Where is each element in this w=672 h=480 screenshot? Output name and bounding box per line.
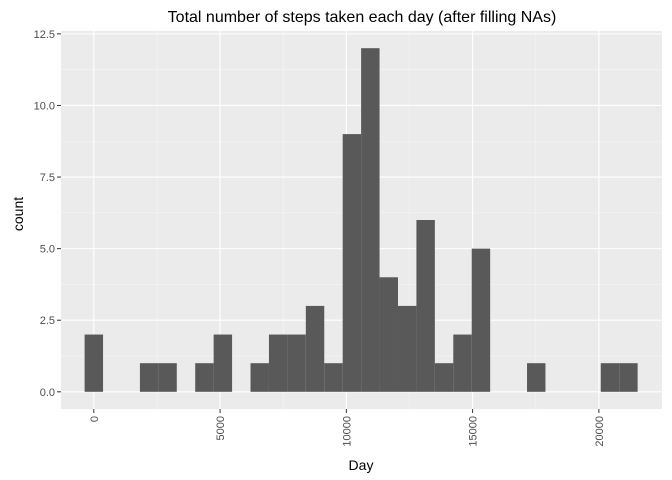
histogram-bar bbox=[416, 220, 435, 392]
x-axis: 0 5000 10000 15000 20000 bbox=[89, 409, 606, 447]
y-tick-label: 5.0 bbox=[40, 244, 55, 256]
histogram-bar bbox=[84, 334, 104, 392]
x-tick-label: 15000 bbox=[468, 416, 480, 447]
histogram-bar bbox=[324, 363, 343, 392]
y-tick-label: 7.5 bbox=[40, 172, 55, 184]
x-tick-label: 10000 bbox=[341, 416, 353, 447]
histogram-bar bbox=[619, 363, 638, 392]
histogram-bar bbox=[600, 363, 620, 392]
histogram-bar bbox=[213, 334, 233, 392]
histogram-bars bbox=[84, 48, 638, 392]
y-tick-label: 2.5 bbox=[40, 315, 55, 327]
histogram-bar bbox=[379, 277, 398, 392]
histogram-bar bbox=[139, 363, 159, 392]
y-tick-label: 12.5 bbox=[34, 29, 55, 41]
histogram-bar bbox=[305, 305, 325, 392]
histogram-bar bbox=[195, 363, 214, 392]
histogram-bar bbox=[361, 48, 380, 392]
x-tick-label: 20000 bbox=[594, 416, 606, 447]
y-axis-title: count bbox=[10, 197, 26, 231]
histogram-bar bbox=[453, 334, 472, 392]
histogram-bar bbox=[342, 134, 362, 392]
histogram-bar bbox=[527, 363, 546, 392]
y-axis: 0.0 2.5 5.0 7.5 10.0 12.5 bbox=[34, 29, 61, 399]
histogram-bar bbox=[471, 248, 491, 392]
histogram-bar bbox=[287, 334, 306, 392]
histogram-bar bbox=[397, 305, 417, 392]
histogram-bar bbox=[158, 363, 177, 392]
y-tick-label: 10.0 bbox=[34, 100, 55, 112]
x-axis-title: Day bbox=[349, 457, 374, 473]
histogram-bar bbox=[434, 363, 454, 392]
x-tick-label: 5000 bbox=[215, 416, 227, 440]
histogram-bar bbox=[268, 334, 288, 392]
y-tick-label: 0.0 bbox=[40, 387, 55, 399]
histogram-bar bbox=[250, 363, 269, 392]
x-tick-label: 0 bbox=[89, 416, 101, 422]
chart-title: Total number of steps taken each day (af… bbox=[168, 9, 557, 26]
